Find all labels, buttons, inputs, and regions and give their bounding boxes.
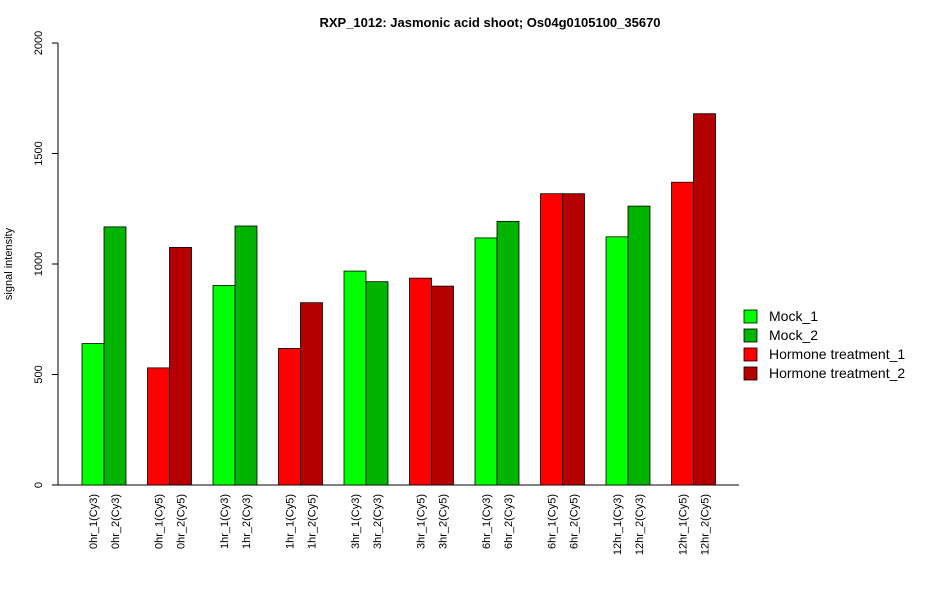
bar-1hr_2(Cy3) bbox=[234, 225, 258, 486]
x-tick-label: 0hr_2(Cy3) bbox=[110, 494, 122, 549]
y-axis-label: signal intensity bbox=[3, 227, 15, 300]
bar-6hr_1(Cy3) bbox=[474, 237, 498, 486]
x-tick-label: 0hr_2(Cy5) bbox=[176, 494, 188, 549]
bar-0hr_2(Cy5) bbox=[169, 247, 192, 486]
bar-3hr_2(Cy5) bbox=[431, 285, 454, 486]
x-tick-label: 0hr_1(Cy5) bbox=[154, 494, 166, 549]
bar-6hr_2(Cy5) bbox=[562, 193, 585, 486]
y-tick-label: 2000 bbox=[33, 31, 45, 55]
legend-swatch bbox=[743, 309, 758, 324]
x-tick-label: 1hr_2(Cy3) bbox=[241, 494, 253, 549]
y-tick-label: 0 bbox=[33, 482, 45, 488]
bar-1hr_1(Cy3) bbox=[212, 285, 236, 486]
legend-swatch bbox=[743, 328, 758, 343]
bar-0hr_1(Cy3) bbox=[81, 343, 105, 486]
chart-title: RXP_1012: Jasmonic acid shoot; Os04g0105… bbox=[319, 15, 660, 30]
x-tick-label: 12hr_1(Cy5) bbox=[678, 494, 690, 555]
y-axis: 0 500 1000 1500 2000 bbox=[33, 31, 59, 488]
bar-3hr_1(Cy3) bbox=[343, 270, 367, 486]
x-tick-label: 3hr_1(Cy3) bbox=[350, 494, 362, 549]
bar-12hr_2(Cy5) bbox=[693, 113, 716, 486]
x-tick-label: 6hr_2(Cy3) bbox=[503, 494, 515, 549]
x-tick-label: 12hr_1(Cy3) bbox=[612, 494, 624, 555]
legend-label: Mock_2 bbox=[769, 327, 818, 343]
y-tick-label: 1000 bbox=[33, 252, 45, 276]
bar-0hr_1(Cy5) bbox=[147, 367, 170, 486]
x-tick-label: 3hr_2(Cy3) bbox=[372, 494, 384, 549]
bar-1hr_2(Cy5) bbox=[300, 302, 323, 486]
bar-12hr_1(Cy3) bbox=[605, 236, 629, 486]
y-tick-label: 1500 bbox=[33, 141, 45, 165]
bar-3hr_1(Cy5) bbox=[409, 277, 432, 486]
bar-6hr_1(Cy5) bbox=[540, 193, 563, 486]
legend-swatch bbox=[743, 366, 758, 381]
x-tick-label: 1hr_1(Cy3) bbox=[219, 494, 231, 549]
legend-swatch bbox=[743, 347, 758, 362]
x-tick-label: 12hr_2(Cy5) bbox=[700, 494, 712, 555]
legend: Mock_1 Mock_2 Hormone treatment_1 Hormone t… bbox=[743, 308, 905, 381]
legend-label: Hormone treatment_1 bbox=[769, 346, 905, 362]
bar-1hr_1(Cy5) bbox=[278, 348, 301, 486]
x-tick-label: 6hr_1(Cy3) bbox=[481, 494, 493, 549]
x-tick-label: 0hr_1(Cy3) bbox=[88, 494, 100, 549]
bars bbox=[81, 113, 716, 486]
x-tick-label: 3hr_2(Cy5) bbox=[438, 494, 450, 549]
x-tick-label: 3hr_1(Cy5) bbox=[416, 494, 428, 549]
x-tick-label: 12hr_2(Cy3) bbox=[634, 494, 646, 555]
x-tick-label: 1hr_2(Cy5) bbox=[307, 494, 319, 549]
bar-3hr_2(Cy3) bbox=[365, 281, 389, 486]
x-tick-label: 1hr_1(Cy5) bbox=[285, 494, 297, 549]
x-tick-label: 6hr_1(Cy5) bbox=[547, 494, 559, 549]
bar-12hr_2(Cy3) bbox=[627, 205, 651, 486]
legend-label: Hormone treatment_2 bbox=[769, 365, 905, 381]
bar-6hr_2(Cy3) bbox=[496, 220, 520, 486]
y-tick-label: 500 bbox=[33, 365, 45, 383]
legend-label: Mock_1 bbox=[769, 308, 818, 324]
bar-0hr_2(Cy3) bbox=[103, 226, 127, 486]
x-tick-label: 6hr_2(Cy5) bbox=[569, 494, 581, 549]
x-axis: 0hr_1(Cy3) 0hr_2(Cy3) 0hr_1(Cy5) 0hr_2(Cy5)… bbox=[58, 484, 739, 555]
bar-12hr_1(Cy5) bbox=[671, 181, 694, 486]
